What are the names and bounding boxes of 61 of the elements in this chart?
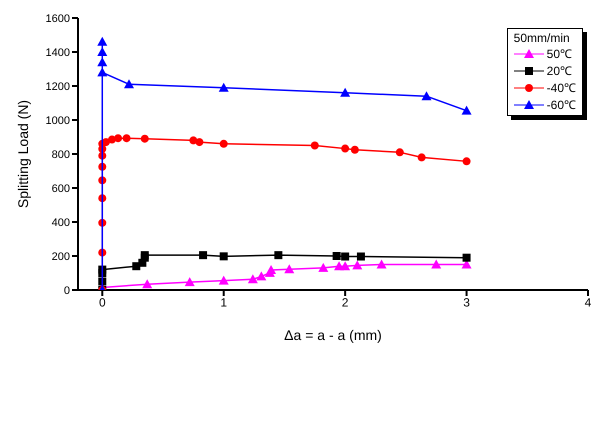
point xyxy=(184,277,195,286)
point xyxy=(376,260,387,268)
y-tick-label: 1000 xyxy=(46,114,70,127)
point xyxy=(462,106,472,115)
point xyxy=(220,252,228,260)
legend-label: 50℃ xyxy=(546,46,572,62)
x-tick-label: 3 xyxy=(463,296,470,310)
point xyxy=(266,264,276,274)
x-axis-title: Δa = a - a (mm) xyxy=(284,326,382,343)
point xyxy=(97,36,108,46)
point xyxy=(431,260,442,268)
point xyxy=(274,251,282,260)
y-tick-label: 1400 xyxy=(46,46,70,59)
point xyxy=(248,274,258,284)
legend-label: 20℃ xyxy=(546,63,572,79)
point xyxy=(195,138,204,146)
legend-label: -60℃ xyxy=(546,97,576,113)
point xyxy=(310,142,319,150)
y-tick-label: 0 xyxy=(64,284,70,297)
point xyxy=(220,140,228,148)
point xyxy=(318,262,328,272)
point xyxy=(97,47,108,56)
point xyxy=(218,276,229,285)
point xyxy=(142,279,152,288)
point xyxy=(284,264,294,274)
y-tick-label: 1200 xyxy=(46,80,70,93)
point xyxy=(340,88,350,97)
legend-title: 50mm/min xyxy=(514,31,571,45)
point xyxy=(122,134,131,142)
point xyxy=(140,251,149,260)
point xyxy=(332,252,341,260)
point xyxy=(340,261,350,270)
point xyxy=(352,260,362,270)
point xyxy=(341,252,350,261)
point xyxy=(356,252,365,261)
point xyxy=(140,134,149,143)
y-tick-label: 600 xyxy=(52,182,70,195)
x-tick-label: 4 xyxy=(584,296,592,310)
point xyxy=(350,146,359,154)
y-axis-title: Splitting Load (N) xyxy=(14,100,31,208)
point xyxy=(462,157,471,166)
point xyxy=(199,251,208,260)
point xyxy=(418,153,426,162)
y-tick-label: 800 xyxy=(52,148,70,161)
point xyxy=(97,67,108,76)
x-tick-label: 2 xyxy=(342,296,349,310)
y-tick-label: 1600 xyxy=(46,12,70,25)
y-tick-label: 400 xyxy=(52,216,70,229)
point xyxy=(97,57,108,66)
x-tick-label: 1 xyxy=(220,296,228,310)
point xyxy=(114,134,122,142)
y-tick-label: 200 xyxy=(52,250,70,263)
point xyxy=(396,148,404,156)
legend-label: -40℃ xyxy=(546,80,576,96)
point xyxy=(341,144,350,153)
point xyxy=(462,254,471,262)
x-tick-label: 0 xyxy=(98,296,106,310)
point xyxy=(256,271,266,280)
point xyxy=(124,79,134,88)
point xyxy=(422,91,432,100)
point xyxy=(218,82,229,92)
